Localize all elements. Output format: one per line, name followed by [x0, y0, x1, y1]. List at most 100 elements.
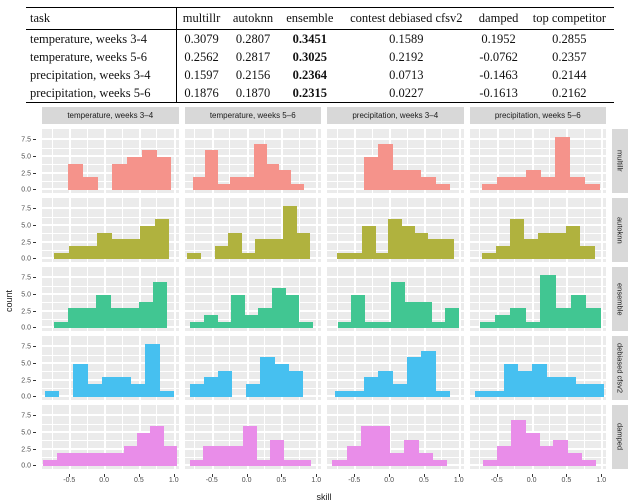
histogram-bar [44, 390, 60, 398]
histogram-bar [361, 426, 376, 467]
y-tick-mark [33, 448, 36, 450]
histogram-bar [418, 453, 434, 467]
y-axis-ticks: 0.0 2.5 5.0 7.5 [6, 267, 36, 332]
facet-row-label: damped [615, 423, 625, 451]
major-gridline [469, 293, 606, 295]
major-gridline-v [458, 267, 461, 331]
minor-gridline [469, 423, 606, 425]
histogram-bar [152, 281, 168, 329]
value-cell: 0.2562 [175, 48, 227, 66]
minor-gridline [327, 147, 464, 149]
major-gridline-v [458, 336, 461, 400]
minor-gridline-v [549, 405, 550, 469]
histogram-bar [503, 364, 519, 398]
histogram-bar [363, 377, 379, 398]
major-gridline [184, 414, 321, 417]
histogram-bar [481, 183, 497, 191]
minor-gridline [184, 164, 321, 166]
minor-gridline [469, 233, 606, 235]
major-gridline-v [458, 405, 461, 469]
histogram-panel-2-1 [42, 198, 179, 262]
major-gridline [42, 293, 179, 295]
histogram-panel-5-4 [469, 405, 606, 469]
y-tick-label: 7.5 [21, 412, 31, 420]
major-gridline [42, 155, 179, 157]
histogram-bar [204, 150, 218, 191]
y-tick-mark [33, 379, 36, 381]
minor-gridline-v [441, 198, 443, 262]
y-tick-label: 2.5 [21, 308, 31, 316]
minor-gridline-v [86, 129, 88, 193]
minor-gridline-v [51, 267, 53, 331]
y-tick-mark [33, 396, 36, 398]
histogram-bar [218, 370, 233, 398]
major-gridline-v [496, 198, 499, 262]
histogram-bar [271, 288, 286, 329]
histogram-bar [378, 321, 392, 329]
major-gridline-v [423, 405, 426, 469]
major-gridline-v [423, 267, 426, 331]
minor-gridline-v [194, 267, 196, 331]
histogram-bar [282, 205, 297, 260]
minor-gridline [42, 181, 179, 183]
histogram-bar [496, 177, 512, 191]
histogram-panel-1-3 [327, 129, 464, 193]
major-gridline-v [496, 129, 499, 193]
minor-gridline-v [298, 405, 300, 469]
histogram-bar [406, 357, 422, 398]
minor-gridline-v [229, 336, 231, 400]
x-tick-label: 0.5 [276, 477, 287, 484]
histogram-panel-5-2 [184, 405, 321, 469]
histogram-bar [532, 364, 547, 398]
x-tick-mark [104, 474, 106, 477]
major-gridline-v [173, 336, 176, 400]
major-gridline-v [211, 267, 214, 331]
major-gridline-v [389, 405, 392, 469]
minor-gridline-v [51, 129, 53, 193]
minor-gridline-v [441, 129, 443, 193]
major-gridline [184, 378, 321, 381]
y-tick-mark [33, 258, 36, 260]
major-gridline-v [601, 129, 604, 193]
major-gridline-v [496, 267, 499, 331]
histogram-bar [203, 315, 218, 329]
histogram-bar [432, 459, 448, 467]
histogram-bar [414, 232, 428, 260]
histogram-bar [87, 384, 103, 398]
histogram-bar [96, 453, 111, 467]
y-tick-label: 5.0 [21, 360, 31, 368]
major-gridline-v [69, 405, 72, 469]
minor-gridline [184, 216, 321, 218]
histogram-bar [246, 384, 261, 398]
minor-gridline [469, 302, 606, 304]
histogram-bar [216, 446, 231, 467]
histogram-bar [375, 426, 391, 467]
major-gridline-v [316, 336, 319, 400]
histogram-panel-5-3 [327, 405, 464, 469]
histogram-bar [525, 433, 540, 467]
minor-gridline [184, 250, 321, 252]
facet-row-strip: ensemble [612, 267, 628, 331]
minor-gridline-v [51, 336, 53, 400]
histogram-bar [123, 446, 138, 467]
x-tick-mark [496, 474, 498, 477]
minor-gridline-v [479, 129, 481, 193]
minor-gridline [327, 354, 464, 356]
x-tick-mark [173, 474, 175, 477]
minor-gridline-v [336, 267, 338, 331]
task-cell: precipitation, weeks 5-6 [30, 85, 151, 100]
minor-gridline-v [406, 267, 408, 331]
histogram-bar [214, 246, 229, 260]
y-tick-mark [33, 415, 36, 417]
y-tick-mark [33, 241, 36, 243]
facet-column-label: precipitation, weeks 5–6 [494, 111, 581, 120]
histogram-bar [125, 239, 141, 260]
x-tick-label: -0.5 [205, 477, 218, 484]
histogram-bar [203, 446, 217, 467]
task-cell: temperature, weeks 3-4 [30, 31, 147, 46]
major-gridline-v [531, 129, 534, 193]
minor-gridline-v [264, 267, 265, 331]
minor-gridline-v [229, 198, 231, 262]
value-cell: -0.0762 [479, 49, 518, 64]
major-gridline-v [104, 129, 107, 193]
